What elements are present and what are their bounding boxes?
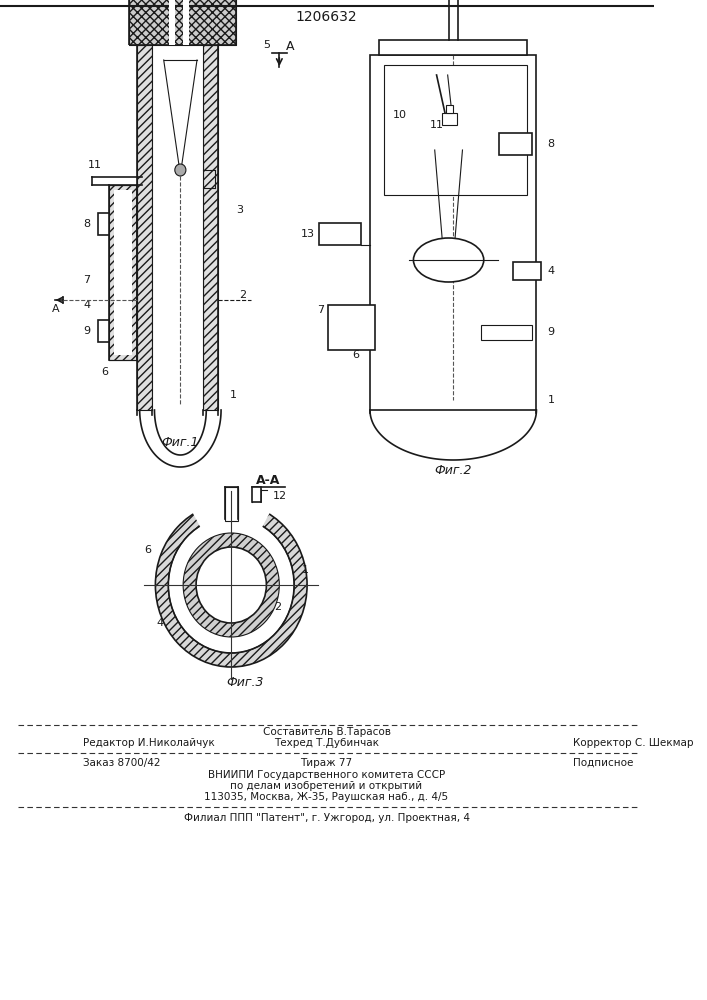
- Text: 1206632: 1206632: [296, 10, 357, 24]
- Wedge shape: [192, 501, 270, 528]
- Text: 1: 1: [229, 390, 236, 400]
- Bar: [129, 0, 236, 45]
- Text: Техред Т.Дубинчак: Техред Т.Дубинчак: [274, 738, 379, 748]
- Bar: [446, 105, 453, 113]
- Bar: [204, 45, 218, 410]
- Bar: [183, 0, 189, 45]
- Bar: [499, 133, 532, 155]
- Bar: [442, 113, 457, 125]
- Text: Заказ 8700/42: Заказ 8700/42: [83, 758, 160, 768]
- Text: 2: 2: [239, 290, 246, 300]
- Circle shape: [168, 517, 294, 653]
- Circle shape: [175, 164, 186, 176]
- Text: 7: 7: [83, 275, 90, 285]
- Bar: [481, 325, 532, 340]
- Text: 113035, Москва, Ж-35, Раушская наб., д. 4/5: 113035, Москва, Ж-35, Раушская наб., д. …: [204, 792, 448, 802]
- Text: Корректор С. Шекмар: Корректор С. Шекмар: [573, 738, 694, 748]
- Text: Фиг.1: Фиг.1: [162, 436, 199, 448]
- Bar: [98, 213, 109, 235]
- Text: 6: 6: [101, 367, 108, 377]
- Text: A: A: [286, 40, 294, 53]
- Text: 13: 13: [300, 229, 315, 239]
- Text: 11: 11: [88, 160, 102, 170]
- Text: 6: 6: [352, 350, 359, 360]
- Bar: [370, 55, 537, 410]
- Bar: [319, 223, 361, 245]
- Polygon shape: [164, 60, 197, 165]
- Circle shape: [156, 503, 307, 667]
- Circle shape: [183, 533, 279, 637]
- Bar: [129, 0, 236, 45]
- Bar: [379, 40, 527, 55]
- Text: 9: 9: [547, 327, 555, 337]
- Bar: [252, 487, 261, 502]
- Text: 4: 4: [83, 300, 90, 310]
- Text: 4: 4: [156, 618, 164, 628]
- Text: 12: 12: [273, 491, 287, 501]
- Bar: [114, 190, 132, 355]
- Bar: [225, 489, 238, 519]
- Ellipse shape: [414, 238, 484, 282]
- Text: 1: 1: [547, 395, 554, 405]
- Text: Составитель В.Тарасов: Составитель В.Тарасов: [262, 727, 390, 737]
- Bar: [513, 262, 541, 280]
- Bar: [384, 65, 527, 195]
- Text: по делам изобретений и открытий: по делам изобретений и открытий: [230, 781, 423, 791]
- Text: Фиг.2: Фиг.2: [435, 464, 472, 477]
- Bar: [109, 185, 137, 360]
- Text: Подписное: Подписное: [573, 758, 634, 768]
- Bar: [169, 0, 175, 45]
- Text: 2: 2: [274, 602, 281, 612]
- Text: 8: 8: [547, 139, 555, 149]
- Text: Редактор И.Николайчук: Редактор И.Николайчук: [83, 738, 215, 748]
- Text: 5: 5: [264, 40, 271, 50]
- Text: Филиал ППП "Патент", г. Ужгород, ул. Проектная, 4: Филиал ППП "Патент", г. Ужгород, ул. Про…: [184, 813, 469, 823]
- Text: ВНИИПИ Государственного комитета СССР: ВНИИПИ Государственного комитета СССР: [208, 770, 445, 780]
- Text: 1: 1: [301, 565, 308, 575]
- Text: A: A: [52, 304, 59, 314]
- Bar: [328, 305, 375, 350]
- Text: 8: 8: [83, 219, 90, 229]
- Text: 11: 11: [430, 120, 444, 130]
- Text: 4: 4: [547, 266, 555, 276]
- Bar: [152, 45, 204, 410]
- Text: 10: 10: [393, 110, 407, 120]
- Bar: [137, 45, 152, 410]
- Text: Фиг.3: Фиг.3: [226, 676, 264, 688]
- Text: 9: 9: [83, 326, 90, 336]
- Text: 3: 3: [236, 205, 243, 215]
- Text: Тираж 77: Тираж 77: [300, 758, 353, 768]
- Text: A-A: A-A: [256, 474, 281, 487]
- Bar: [225, 487, 238, 521]
- Bar: [98, 320, 109, 342]
- Text: 7: 7: [317, 305, 324, 315]
- Text: 6: 6: [144, 545, 151, 555]
- Circle shape: [196, 547, 267, 623]
